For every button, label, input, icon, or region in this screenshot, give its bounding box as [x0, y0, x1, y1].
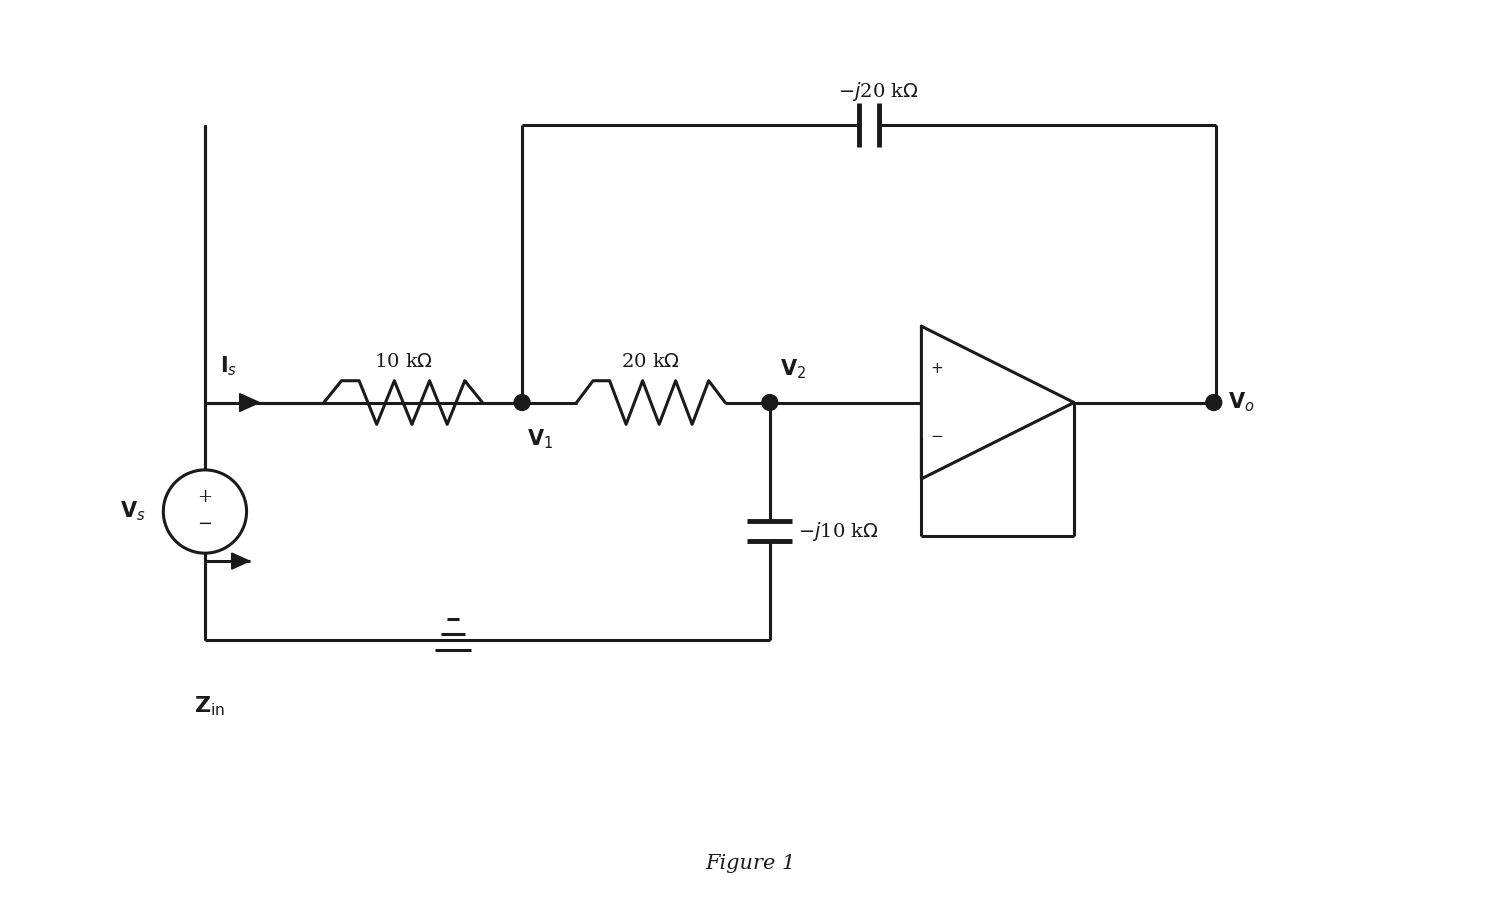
Text: −: −: [197, 515, 212, 534]
Text: $\mathbf{Z}_\mathrm{in}$: $\mathbf{Z}_\mathrm{in}$: [194, 695, 226, 718]
Circle shape: [1206, 395, 1222, 410]
Text: 10 k$\Omega$: 10 k$\Omega$: [374, 353, 433, 371]
Text: −: −: [929, 430, 943, 444]
Circle shape: [514, 395, 530, 410]
Text: Figure 1: Figure 1: [705, 854, 795, 873]
Text: +: +: [197, 488, 212, 505]
Text: 20 k$\Omega$: 20 k$\Omega$: [622, 353, 680, 371]
Text: $\mathbf{V}_2$: $\mathbf{V}_2$: [780, 357, 805, 381]
Text: $-j$20 k$\Omega$: $-j$20 k$\Omega$: [838, 80, 919, 103]
Text: $\mathbf{I}_s$: $\mathbf{I}_s$: [220, 354, 238, 378]
Text: $\mathbf{V}_o$: $\mathbf{V}_o$: [1228, 391, 1255, 414]
Text: $\mathbf{V}_s$: $\mathbf{V}_s$: [120, 500, 145, 524]
Text: +: +: [929, 361, 943, 375]
Circle shape: [762, 395, 778, 410]
Polygon shape: [232, 553, 249, 569]
Text: $\mathbf{V}_1$: $\mathbf{V}_1$: [527, 427, 553, 451]
Text: $-j$10 k$\Omega$: $-j$10 k$\Omega$: [798, 520, 878, 543]
Polygon shape: [239, 394, 260, 411]
